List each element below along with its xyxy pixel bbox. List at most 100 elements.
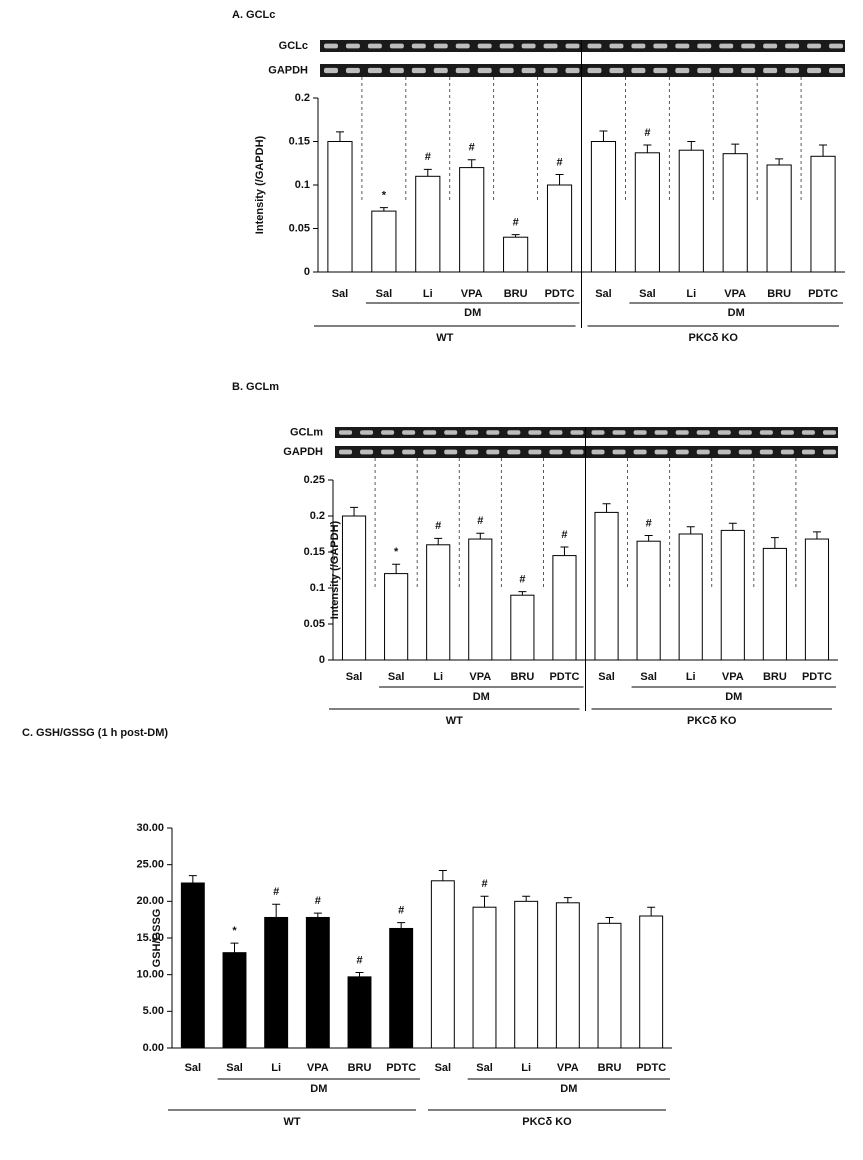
bar bbox=[371, 210, 397, 273]
bar bbox=[459, 167, 485, 273]
x-tick-label: Sal bbox=[598, 671, 615, 683]
bar bbox=[341, 515, 367, 661]
blot-band bbox=[570, 430, 584, 435]
error-bar bbox=[188, 875, 197, 883]
x-tick-label: BRU bbox=[767, 288, 791, 300]
error-bar bbox=[335, 131, 344, 142]
x-tick-label: Li bbox=[521, 1062, 531, 1074]
blot-band bbox=[741, 43, 756, 49]
blot-band bbox=[719, 43, 734, 49]
y-tick-label: 30.00 bbox=[136, 822, 164, 834]
error-bar bbox=[480, 895, 489, 908]
blot-band bbox=[402, 449, 416, 455]
x-tick-label: Sal bbox=[226, 1062, 243, 1074]
significance-marker: # bbox=[644, 127, 650, 139]
y-tick-label: 0.1 bbox=[310, 582, 325, 594]
subgroup-label: DM bbox=[725, 691, 742, 703]
group-label: WT bbox=[283, 1116, 300, 1128]
blot-band bbox=[759, 449, 773, 455]
y-tick-label: 20.00 bbox=[136, 895, 164, 907]
blot bbox=[335, 446, 838, 458]
error-bar bbox=[605, 916, 614, 924]
x-tick-label: Sal bbox=[639, 288, 656, 300]
chart-title: C. GSH/GSSG (1 h post-DM) bbox=[22, 727, 168, 739]
y-tick-label: 0 bbox=[319, 654, 325, 666]
significance-marker: # bbox=[556, 156, 562, 168]
blot-label: GAPDH bbox=[268, 64, 308, 76]
bar bbox=[634, 152, 660, 273]
bar bbox=[426, 544, 451, 661]
significance-marker: # bbox=[425, 151, 431, 163]
blot-band bbox=[697, 43, 712, 49]
subgroup-label: DM bbox=[464, 307, 481, 319]
blot-label: GCLc bbox=[279, 40, 308, 52]
bar bbox=[514, 900, 539, 1049]
blot-band bbox=[696, 449, 710, 455]
x-tick-label: Sal bbox=[185, 1062, 202, 1074]
x-tick-label: VPA bbox=[307, 1062, 329, 1074]
blot-band bbox=[675, 43, 690, 49]
x-tick-label: BRU bbox=[510, 671, 534, 683]
blot-band bbox=[633, 430, 647, 435]
y-tick-label: 0.05 bbox=[304, 618, 325, 630]
bar bbox=[639, 915, 664, 1049]
chart-title: B. GCLm bbox=[232, 381, 279, 393]
blot-band bbox=[549, 449, 563, 455]
error-bar bbox=[518, 591, 527, 596]
x-tick-label: PDTC bbox=[636, 1062, 666, 1074]
blot-band bbox=[780, 449, 794, 455]
error-bar bbox=[350, 506, 359, 516]
x-tick-label: VPA bbox=[469, 671, 491, 683]
bar bbox=[180, 882, 205, 1049]
blot-band bbox=[807, 67, 822, 74]
error-bar bbox=[423, 168, 432, 177]
bar bbox=[384, 573, 409, 661]
subgroup-label: DM bbox=[473, 691, 490, 703]
error-bar bbox=[644, 534, 653, 542]
x-tick-label: BRU bbox=[504, 288, 528, 300]
blot-band bbox=[433, 43, 448, 49]
x-tick-label: BRU bbox=[348, 1062, 372, 1074]
error-bar bbox=[728, 522, 737, 531]
y-tick-label: 0.2 bbox=[310, 510, 325, 522]
x-tick-label: VPA bbox=[722, 671, 744, 683]
x-tick-label: PDTC bbox=[802, 671, 832, 683]
bar bbox=[510, 594, 535, 661]
error-bar bbox=[434, 537, 443, 545]
blot-band bbox=[345, 43, 360, 49]
blot-label: GCLm bbox=[290, 426, 323, 438]
error-bar bbox=[563, 897, 572, 903]
x-tick-label: BRU bbox=[598, 1062, 622, 1074]
bar bbox=[636, 540, 661, 661]
blot-band bbox=[654, 430, 668, 435]
bar bbox=[594, 511, 619, 661]
error-bar bbox=[397, 922, 406, 929]
x-tick-label: Sal bbox=[346, 671, 363, 683]
y-tick-label: 10.00 bbox=[136, 969, 164, 981]
error-bar bbox=[687, 141, 696, 151]
x-tick-label: VPA bbox=[557, 1062, 579, 1074]
error-bar bbox=[392, 563, 401, 574]
blot-band bbox=[609, 67, 624, 74]
blot-band bbox=[801, 430, 815, 435]
blot-band bbox=[324, 43, 338, 49]
bar bbox=[590, 141, 617, 273]
blot-band bbox=[499, 67, 514, 74]
error-bar bbox=[643, 144, 652, 153]
blot-band bbox=[612, 449, 626, 455]
blot-band bbox=[549, 430, 563, 435]
x-tick-label: Sal bbox=[640, 671, 657, 683]
blot-band bbox=[633, 449, 647, 455]
error-bar bbox=[438, 870, 447, 881]
error-bar bbox=[686, 526, 695, 534]
blot-band bbox=[654, 449, 668, 455]
blot-band bbox=[345, 67, 360, 74]
x-tick-label: PDTC bbox=[549, 671, 579, 683]
error-bar bbox=[599, 130, 608, 142]
significance-marker: * bbox=[394, 546, 399, 558]
blot-band bbox=[381, 430, 395, 435]
blot-band bbox=[675, 449, 689, 455]
blot-band bbox=[521, 67, 536, 74]
